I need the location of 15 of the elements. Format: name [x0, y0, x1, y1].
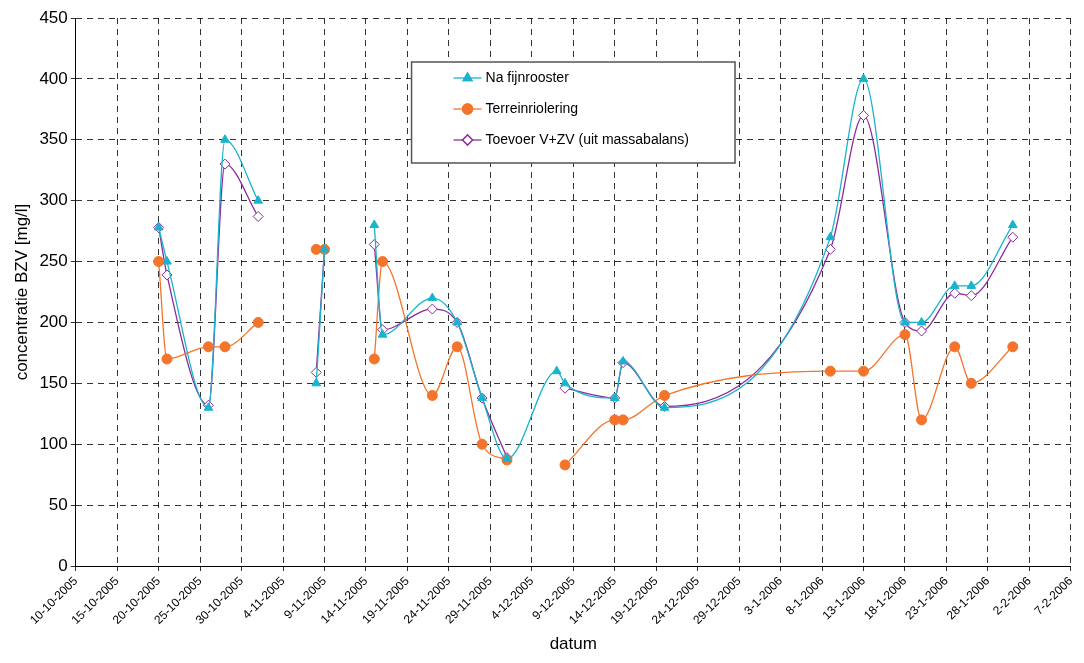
y-tick-label: 150: [39, 373, 68, 393]
y-tick-label: 300: [39, 190, 68, 210]
y-tick-label: 50: [48, 494, 68, 514]
y-tick-label: 350: [39, 129, 68, 149]
legend-label: Toevoer V+ZV (uit massabalans): [485, 130, 690, 147]
legend-label: Na fijnrooster: [485, 68, 570, 85]
y-tick-label: 250: [39, 251, 68, 271]
y-tick-label: 450: [39, 7, 68, 27]
legend-label: Terreinriolering: [485, 99, 579, 116]
y-tick-label: 400: [39, 68, 68, 88]
x-axis-title: datum: [549, 634, 597, 654]
y-axis-title: concentratie BZV [mg/l]: [11, 203, 31, 381]
y-tick-label: 0: [58, 555, 68, 575]
y-tick-label: 200: [39, 312, 68, 332]
y-tick-label: 100: [39, 433, 68, 453]
